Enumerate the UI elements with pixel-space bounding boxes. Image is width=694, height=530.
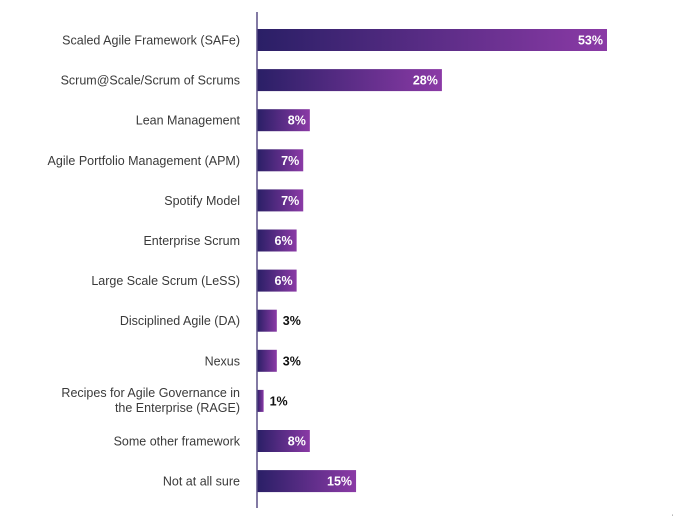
value-label: 6%	[275, 234, 293, 248]
bar	[257, 29, 607, 51]
bar	[257, 229, 297, 252]
value-label: 28%	[413, 74, 438, 88]
bar	[257, 430, 310, 452]
bar	[257, 309, 277, 332]
bar	[257, 470, 357, 493]
value-label: 53%	[578, 34, 603, 48]
category-label: Some other framework	[114, 435, 241, 449]
category-label: Disciplined Agile (DA)	[120, 314, 240, 328]
bar	[257, 109, 310, 132]
value-label: 3%	[283, 354, 301, 368]
category-label: Enterprise Scrum	[143, 234, 240, 248]
value-label: 7%	[281, 154, 299, 168]
category-label: Scrum@Scale/Scrum of Scrums	[61, 74, 240, 88]
value-label: 6%	[275, 274, 293, 288]
value-label: 8%	[288, 435, 306, 449]
category-label: Not at all sure	[163, 475, 240, 489]
category-label: Spotify Model	[164, 194, 240, 208]
value-label: 15%	[327, 475, 352, 489]
corner-mark: '	[672, 515, 674, 521]
value-label: 3%	[283, 314, 301, 328]
category-label: Large Scale Scrum (LeSS)	[91, 274, 240, 288]
bar	[257, 149, 304, 172]
bars-group	[257, 29, 607, 493]
category-label: Scaled Agile Framework (SAFe)	[62, 34, 240, 48]
bar	[257, 389, 264, 412]
category-label: Nexus	[205, 354, 240, 368]
category-label: Lean Management	[136, 114, 241, 128]
category-label: Agile Portfolio Management (APM)	[48, 154, 240, 168]
value-label: 8%	[288, 114, 306, 128]
value-label: 1%	[270, 394, 288, 408]
bar	[257, 69, 442, 92]
bar	[257, 349, 277, 372]
bar	[257, 189, 304, 212]
value-label: 7%	[281, 194, 299, 208]
category-label: Recipes for Agile Governance in the Enter…	[61, 386, 240, 415]
bar	[257, 269, 297, 292]
